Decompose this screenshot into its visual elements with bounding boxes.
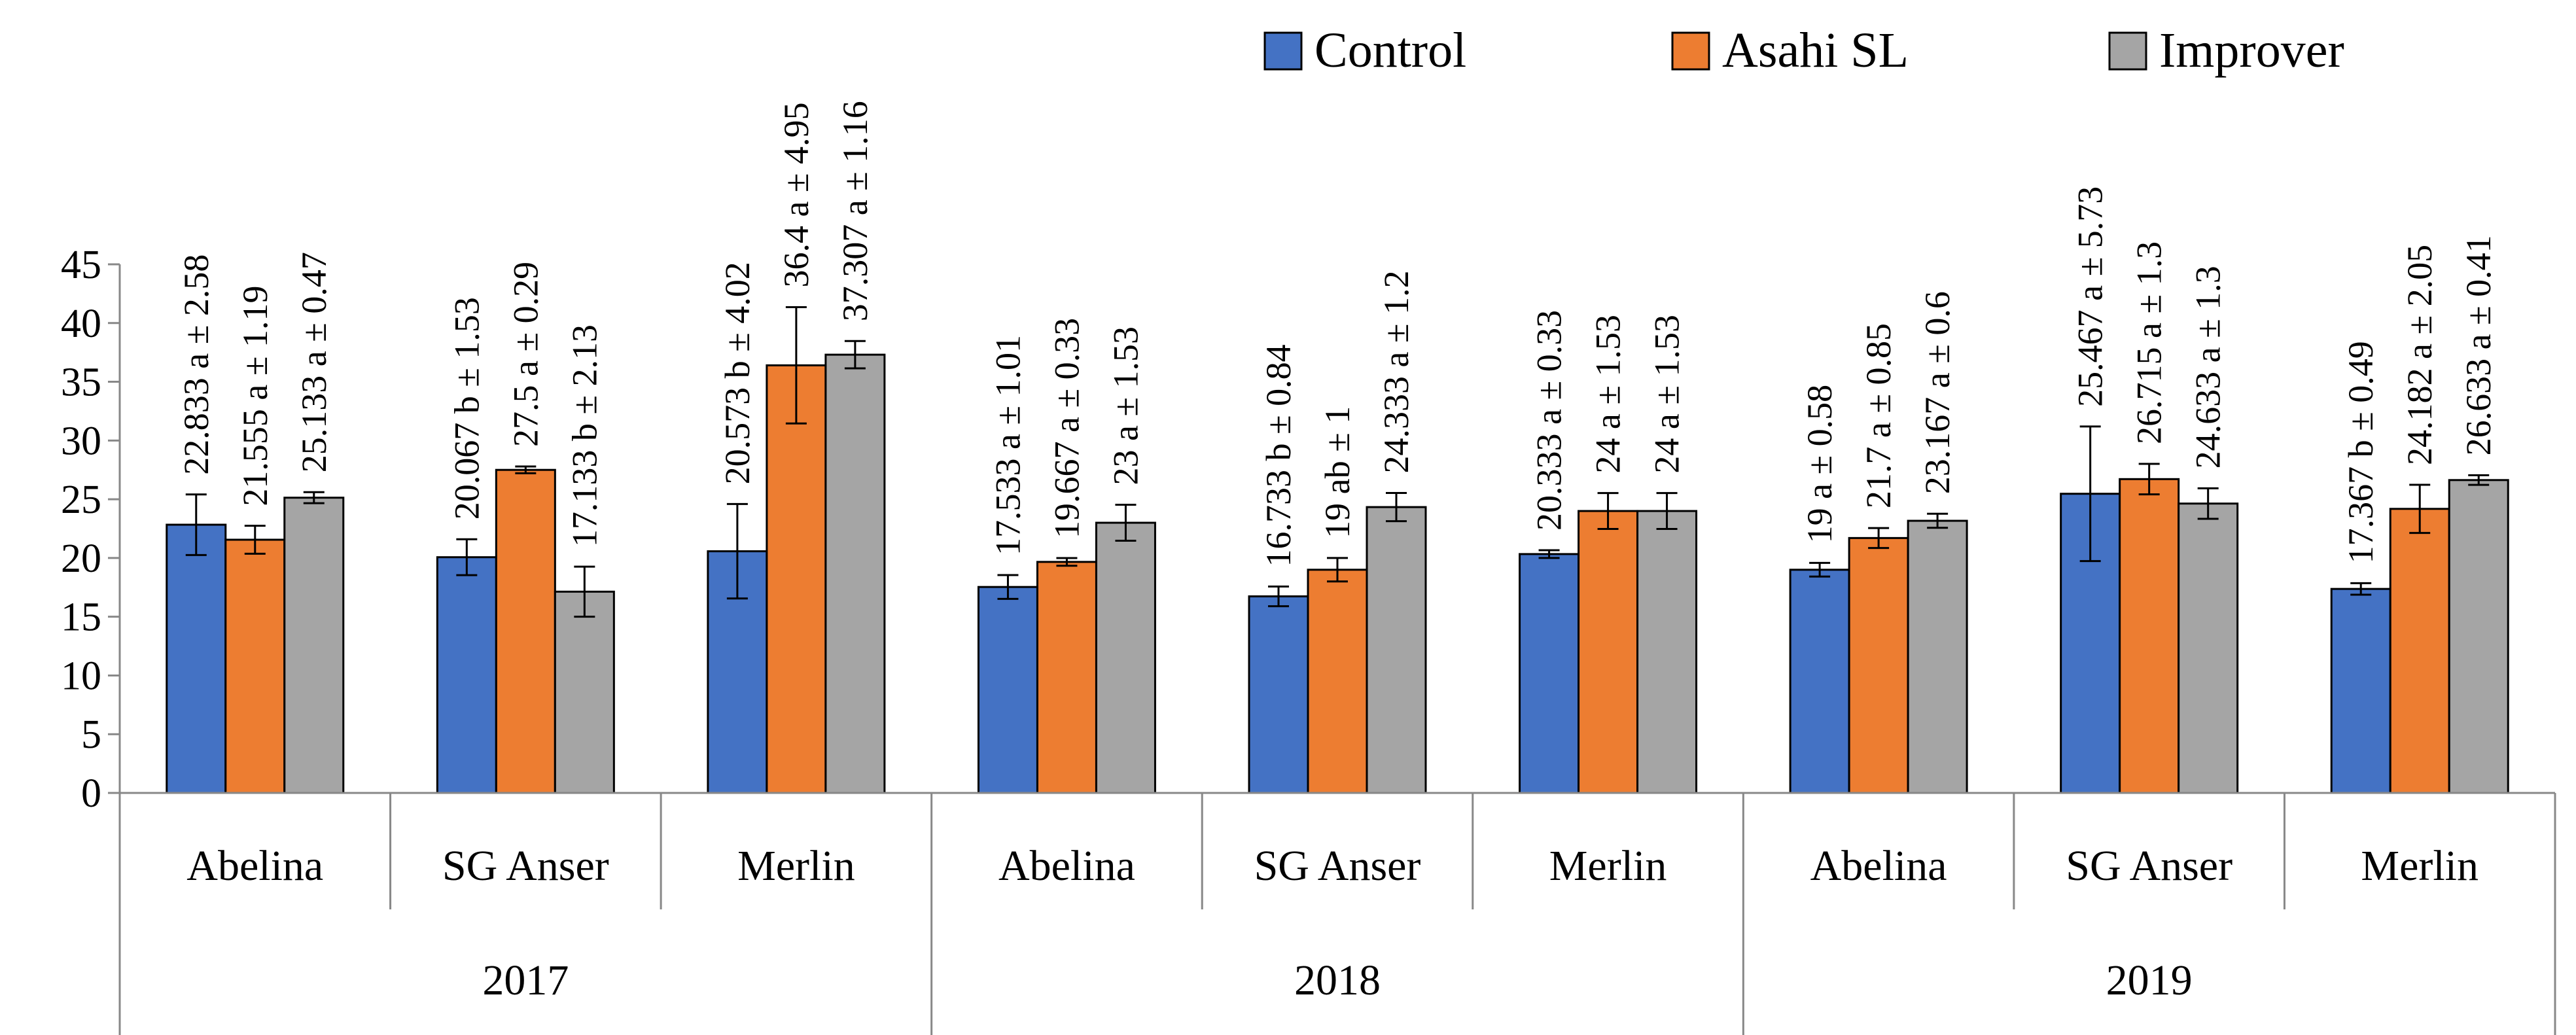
data-label: 24.182 a ± 2.05: [2400, 245, 2439, 465]
x-axis: Abelina SG Anser Merlin 2017 Abelina SG Anser…: [118, 792, 2556, 1035]
data-label: 24 a ± 1.53: [1589, 315, 1628, 474]
bar-improver: [1366, 506, 1427, 794]
y-tick-label: 45: [61, 243, 101, 287]
data-label: 17.533 a ± 1.01: [988, 335, 1027, 555]
bar-improver: [2448, 479, 2509, 794]
y-tick-label: 0: [81, 771, 101, 816]
data-label: 20.573 b ± 4.02: [718, 262, 757, 484]
bar-asahi-sl: [2119, 478, 2180, 794]
bar-improver: [1095, 521, 1156, 794]
bar-improver: [2178, 502, 2239, 794]
x-category-label: Merlin: [1549, 842, 1667, 890]
plot-area: 22.833 a ± 2.58 20.067 b ± 1.53 20.573 b ±…: [166, 101, 2509, 794]
x-category-label: Abelina: [998, 842, 1135, 890]
data-label: 20.333 a ± 0.33: [1530, 310, 1569, 531]
data-label: 22.833 a ± 2.58: [177, 254, 216, 475]
bar-control: [1248, 595, 1309, 794]
bar-improver: [1636, 510, 1698, 794]
y-tick-label: 10: [61, 654, 101, 698]
data-label: 21.7 a ± 0.85: [1859, 323, 1898, 508]
x-group-label: 2017: [482, 956, 569, 1004]
data-label: 27.5 a ± 0.29: [506, 262, 545, 447]
bar-asahi-sl: [766, 364, 827, 794]
x-category-label: Abelina: [1810, 842, 1947, 890]
data-label: 37.307 a ± 1.16: [836, 101, 875, 321]
x-category-label: SG Anser: [2066, 842, 2232, 890]
y-tick-label: 30: [61, 419, 101, 463]
x-category-label: SG Anser: [442, 842, 609, 890]
data-label: 36.4 a ± 4.95: [777, 102, 816, 287]
data-label: 17.367 b ± 0.49: [2341, 341, 2380, 563]
data-label: 24 a ± 1.53: [1648, 315, 1687, 474]
bar-improver: [824, 353, 886, 794]
data-label: 25.467 a ± 5.73: [2071, 186, 2110, 407]
data-label: 19 a ± 0.58: [1800, 385, 1839, 544]
bar-control: [166, 523, 227, 794]
legend-swatch-improver: [2108, 31, 2147, 71]
data-label: 26.715 a ± 1.3: [2130, 241, 2169, 444]
legend-swatch-asahi-sl: [1671, 31, 1710, 71]
bar-asahi-sl: [224, 538, 286, 794]
x-group-label: 2018: [1294, 956, 1381, 1004]
x-group-label: 2019: [2106, 956, 2193, 1004]
data-label: 26.633 a ± 0.41: [2459, 235, 2498, 455]
y-tick-label: 35: [61, 360, 101, 405]
data-label: 23.167 a ± 0.6: [1918, 291, 1957, 494]
bar-asahi-sl: [1036, 561, 1097, 794]
bar-asahi-sl: [1848, 536, 1909, 794]
legend-label: Control: [1314, 23, 1466, 78]
legend-swatch-control: [1263, 31, 1303, 71]
y-tick-label: 40: [61, 302, 101, 346]
x-category-label: Merlin: [2361, 842, 2479, 890]
legend-label: Improver: [2159, 23, 2344, 78]
bar-control: [436, 556, 497, 794]
x-category-label: Abelina: [186, 842, 323, 890]
data-label: 17.133 b ± 2.13: [565, 325, 604, 547]
bar-control: [1789, 569, 1850, 794]
data-label: 19.667 a ± 0.33: [1047, 318, 1086, 538]
bar-control: [2330, 588, 2391, 794]
bar-control: [1519, 553, 1580, 794]
data-label: 16.733 b ± 0.84: [1259, 344, 1298, 567]
legend-label: Asahi SL: [1722, 23, 1909, 78]
data-label: 24.333 a ± 1.2: [1377, 270, 1416, 473]
bar-asahi-sl: [2389, 508, 2450, 794]
data-label: 24.633 a ± 1.3: [2189, 266, 2228, 468]
data-label: 25.133 a ± 0.47: [294, 252, 334, 472]
y-tick-label: 20: [61, 536, 101, 581]
legend: Control Asahi SL Improver: [1263, 23, 2344, 78]
data-label: 19 ab ± 1: [1318, 406, 1357, 538]
data-label: 23 a ± 1.53: [1106, 326, 1145, 485]
y-tick-label: 15: [61, 595, 101, 640]
x-category-label: SG Anser: [1254, 842, 1421, 890]
data-label: 20.067 b ± 1.53: [447, 297, 486, 519]
bar-improver: [283, 497, 345, 794]
y-tick-label: 5: [81, 712, 101, 757]
bar-improver: [554, 590, 615, 794]
y-tick-label: 25: [61, 478, 101, 522]
bar-control: [977, 586, 1038, 794]
bar-asahi-sl: [1307, 569, 1368, 794]
data-label: 21.555 a ± 1.19: [236, 285, 275, 506]
y-axis: 0 5 10 15 20 25 30 35 40 45: [61, 243, 121, 816]
x-category-label: Merlin: [737, 842, 855, 890]
bar-asahi-sl: [1578, 510, 1639, 794]
bar-asahi-sl: [495, 468, 556, 794]
bar-improver: [1907, 519, 1968, 794]
